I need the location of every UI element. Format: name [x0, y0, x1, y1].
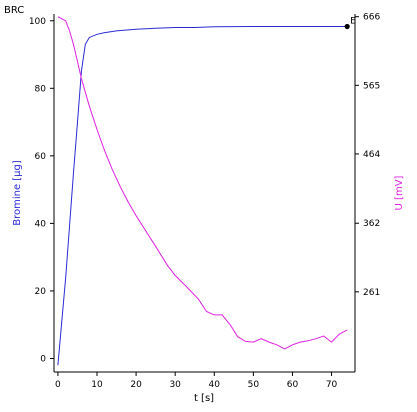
series-group: [57, 16, 348, 366]
y-right-axis-title: U [mV]: [394, 175, 405, 210]
y-left-axis-title: Bromine [µg]: [12, 160, 23, 226]
x-tick-label: 60: [287, 380, 299, 390]
y-left-tick-label: 100: [29, 17, 46, 27]
end-marker-label: E: [350, 16, 356, 26]
y-right-ticks: 261 362 464 565 666: [355, 13, 380, 298]
x-tick-label: 40: [209, 380, 221, 390]
y-right-tick-label: 362: [363, 219, 380, 229]
y-right-tick-label: 565: [363, 81, 380, 91]
x-tick-label: 70: [326, 380, 338, 390]
y-left-tick-label: 40: [35, 219, 47, 229]
y-left-tick-label: 20: [35, 287, 47, 297]
x-tick-label: 30: [169, 380, 181, 390]
y-right-tick-label: 666: [363, 13, 380, 23]
end-marker: [344, 23, 350, 30]
x-axis-title: t [s]: [194, 393, 214, 404]
x-ticks: 0 10 20 30 40 50 60 70: [55, 372, 338, 390]
x-tick-label: 10: [91, 380, 103, 390]
voltage-series-line: [57, 16, 348, 350]
x-tick-label: 20: [130, 380, 142, 390]
y-right-tick-label: 261: [363, 288, 380, 298]
x-tick-label: 50: [248, 380, 260, 390]
y-left-ticks: 0 20 40 60 80 100: [29, 17, 54, 364]
y-left-tick-label: 0: [40, 354, 46, 364]
y-right-tick-label: 464: [363, 150, 380, 160]
x-tick-label: 0: [55, 380, 61, 390]
y-left-tick-label: 60: [35, 152, 47, 162]
chart-title: BRC: [4, 5, 24, 16]
y-left-tick-label: 80: [35, 84, 47, 94]
bromine-series-line: [57, 26, 348, 366]
